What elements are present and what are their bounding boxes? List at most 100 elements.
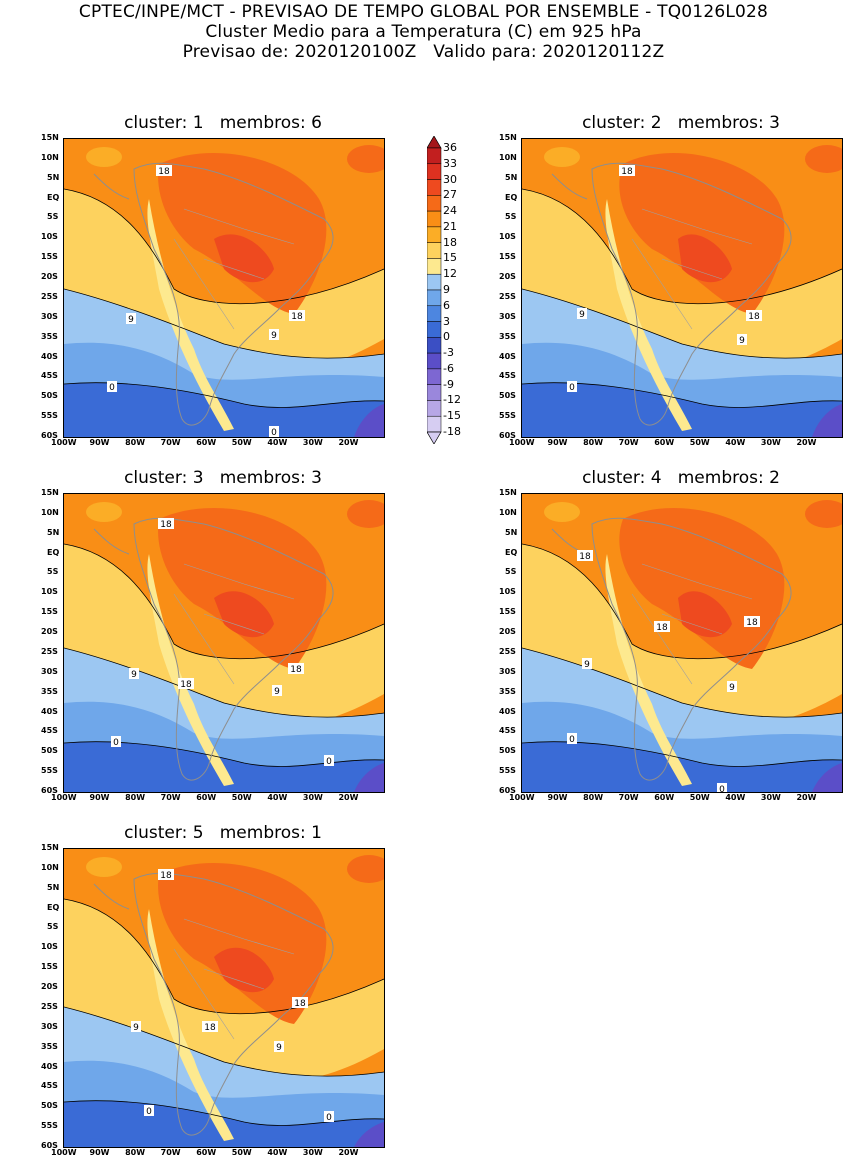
lon-tick-label: 90W	[547, 793, 568, 802]
lon-tick-label: 20W	[796, 438, 817, 447]
contour-label-box	[269, 426, 279, 437]
contour-label-box	[324, 1111, 334, 1122]
spot-nw	[86, 857, 122, 877]
coastline-central-america	[93, 528, 130, 555]
panel-title: cluster: 1 membros: 6	[124, 113, 322, 133]
lon-tick-label: 20W	[338, 438, 359, 447]
contour-label-box	[107, 381, 117, 392]
lon-tick-label: 20W	[796, 793, 817, 802]
lat-tick-label: 5N	[47, 527, 60, 537]
contour-label-box	[324, 755, 334, 766]
colorbar-level-label: -6	[443, 361, 454, 375]
lat-tick-label: 10N	[41, 862, 59, 872]
contour-label: 0	[567, 733, 577, 745]
header-line-3: Previsao de: 2020120100Z Valido para: 20…	[182, 42, 665, 62]
spot-nw	[86, 502, 122, 522]
colorbar-level-label: 12	[443, 267, 457, 281]
colorbar-swatch	[427, 273, 442, 291]
contour-label-box	[158, 518, 174, 529]
lat-tick-label: 35S	[499, 686, 516, 696]
lat-tick-label: 5N	[505, 172, 518, 182]
lat-tick-label: 10N	[41, 507, 59, 517]
lon-tick-label: 60W	[654, 438, 675, 447]
lat-tick-label: 5N	[47, 882, 60, 892]
lon-tick-label: 20W	[338, 793, 359, 802]
contour-label-text: 18	[746, 618, 758, 628]
borders	[631, 208, 753, 330]
contour-label-box	[144, 1105, 154, 1116]
lat-tick-label: 35S	[41, 1041, 58, 1051]
lon-tick-label: 90W	[89, 1148, 110, 1157]
colorbar-swatch	[427, 258, 442, 275]
colorbar-swatch	[427, 321, 442, 338]
lon-tick-label: 100W	[51, 793, 77, 802]
hot-spot	[214, 591, 274, 638]
contour-label-box	[131, 1021, 141, 1032]
colorbar-swatch	[427, 242, 442, 259]
lat-tick-label: 10S	[41, 942, 58, 952]
warm-core	[158, 152, 327, 314]
contour-label-box	[156, 165, 172, 176]
contour-label-box	[288, 663, 304, 674]
contour-label-box	[269, 329, 279, 340]
contour-label-text: 18	[180, 680, 192, 690]
lon-tick-label: 40W	[267, 1148, 288, 1157]
colorbar-level-label: 15	[443, 251, 457, 265]
lon-tick-label: 40W	[725, 438, 746, 447]
lat-tick-label: 30S	[41, 1021, 58, 1031]
contour-label: 9	[129, 668, 139, 680]
contour-label-text: 0	[146, 1107, 152, 1117]
panel-title: cluster: 3 membros: 3	[124, 468, 322, 488]
contour-label: 9	[269, 329, 279, 341]
lat-tick-label: EQ	[505, 547, 518, 557]
colorbar-level-label: 0	[443, 330, 450, 344]
lat-tick-label: 30S	[41, 311, 58, 321]
contour-label-box	[577, 308, 587, 319]
contour-label-text: 0	[326, 1113, 332, 1123]
colorbar-level-label: 36	[443, 141, 457, 154]
contour-label-text: 0	[569, 383, 575, 393]
contour-label-text: 9	[128, 315, 134, 325]
contour-label: 0	[269, 426, 279, 437]
colorbar-level-label: 9	[443, 283, 450, 296]
lat-tick-label: 45S	[41, 1081, 58, 1091]
colorbar-level-label: 21	[443, 219, 457, 233]
band-purple	[354, 1122, 384, 1147]
contour-label-box	[619, 165, 635, 176]
lon-tick-label: 90W	[89, 793, 110, 802]
contour-label: 0	[717, 783, 727, 792]
lat-tick-label: 5S	[505, 567, 517, 577]
lat-tick-label: 50S	[41, 1101, 58, 1111]
colorbar-level-label: 30	[443, 172, 457, 186]
spot-nw	[544, 147, 580, 167]
colorbar-arrow-top	[427, 136, 442, 149]
contour-18	[64, 543, 384, 660]
lat-tick-label: 45S	[41, 371, 58, 381]
colorbar-swatch	[427, 226, 442, 243]
colorbar-level-label: 33	[443, 156, 457, 170]
contour-label-box	[737, 334, 747, 345]
lon-tick-label: 30W	[760, 438, 781, 447]
contour-label-box	[272, 685, 282, 696]
lat-tick-label: EQ	[47, 192, 60, 202]
colorbar-swatch	[427, 179, 442, 196]
panel-title: cluster: 2 membros: 3	[582, 113, 780, 133]
lat-tick-label: 15S	[499, 607, 516, 617]
colorbar-swatch	[427, 305, 442, 322]
temperature-map: 18 18 18 9 9 0 0	[63, 493, 385, 793]
lat-tick-label: 20S	[499, 627, 516, 637]
colorbar-level-label: -15	[443, 409, 461, 423]
lat-tick-label: 15S	[41, 252, 58, 262]
lon-tick-label: 70W	[618, 793, 639, 802]
lon-tick-label: 70W	[160, 1148, 181, 1157]
contour-label-box	[178, 678, 194, 689]
lat-tick-label: 20S	[499, 272, 516, 282]
contour-label-text: 18	[204, 1023, 216, 1033]
contour-label: 0	[144, 1105, 154, 1117]
coastline-central-america	[551, 173, 588, 200]
lon-tick-label: 40W	[267, 793, 288, 802]
contour-label-box	[654, 621, 670, 632]
lat-tick-label: 50S	[41, 391, 58, 401]
lat-tick-label: 10N	[499, 507, 517, 517]
contour-label-text: 18	[158, 167, 170, 177]
